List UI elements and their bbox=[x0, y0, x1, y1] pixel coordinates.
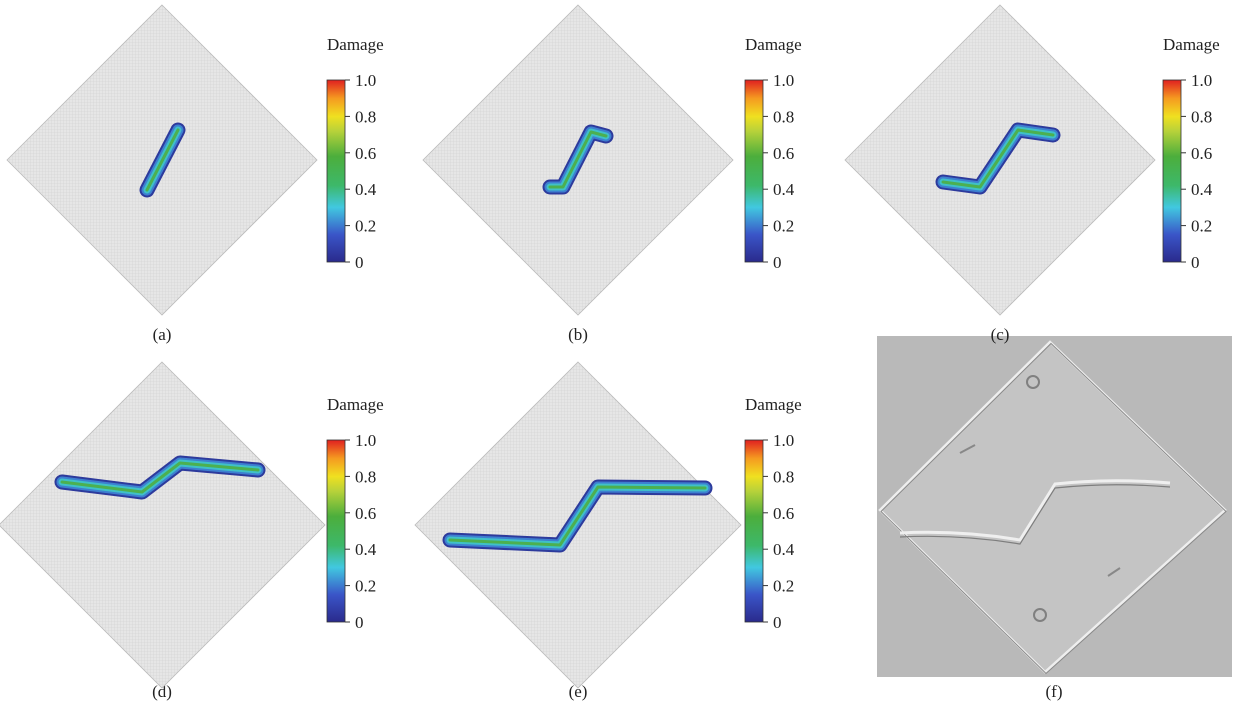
simulation-panel: Damage 1.0 0.8 0.6 0.4 0.2 0 bbox=[0, 362, 384, 688]
colorbar-tick-label: 0.4 bbox=[773, 540, 795, 559]
colorbar-title: Damage bbox=[745, 395, 802, 414]
colorbar-tick-label: 0 bbox=[1191, 253, 1200, 272]
colorbar-tick-label: 0.6 bbox=[355, 504, 376, 523]
colorbar-tick-label: 0.2 bbox=[355, 577, 376, 596]
colorbar-tick-label: 0.6 bbox=[773, 504, 794, 523]
colorbar-tick-label: 0.2 bbox=[773, 217, 794, 236]
panel-label: (b) bbox=[568, 325, 588, 344]
colorbar-tick-label: 0.4 bbox=[355, 180, 377, 199]
colorbar-tick-label: 0.2 bbox=[1191, 217, 1212, 236]
colorbar-tick-label: 1.0 bbox=[355, 71, 376, 90]
colorbar bbox=[327, 440, 345, 622]
colorbar-tick-label: 0.8 bbox=[355, 467, 376, 486]
colorbar-tick-label: 1.0 bbox=[773, 71, 794, 90]
simulation-panel: Damage 1.0 0.8 0.6 0.4 0.2 0 bbox=[415, 362, 802, 688]
colorbar-tick-label: 0.4 bbox=[1191, 180, 1213, 199]
colorbar-tick-label: 1.0 bbox=[773, 431, 794, 450]
colorbar-tick-label: 0.8 bbox=[773, 107, 794, 126]
colorbar bbox=[327, 80, 345, 262]
colorbar-tick-label: 0.6 bbox=[773, 144, 794, 163]
simulation-panel: Damage 1.0 0.8 0.6 0.4 0.2 0 bbox=[7, 5, 384, 315]
colorbar-tick-label: 0 bbox=[773, 253, 782, 272]
colorbar-tick-label: 0.4 bbox=[355, 540, 377, 559]
colorbar-tick-label: 0.2 bbox=[773, 577, 794, 596]
panel-label: (a) bbox=[153, 325, 172, 344]
colorbar-tick-label: 0 bbox=[773, 613, 782, 632]
colorbar-tick-label: 0.8 bbox=[773, 467, 794, 486]
colorbar-tick-label: 0.8 bbox=[355, 107, 376, 126]
panel-label: (c) bbox=[991, 325, 1010, 344]
panel-label: (f) bbox=[1046, 682, 1063, 701]
colorbar-title: Damage bbox=[1163, 35, 1220, 54]
colorbar-tick-label: 1.0 bbox=[355, 431, 376, 450]
colorbar-tick-label: 0.4 bbox=[773, 180, 795, 199]
plate bbox=[0, 362, 325, 688]
colorbar-tick-label: 0.2 bbox=[355, 217, 376, 236]
colorbar-title: Damage bbox=[745, 35, 802, 54]
colorbar bbox=[745, 440, 763, 622]
colorbar-tick-label: 1.0 bbox=[1191, 71, 1212, 90]
colorbar-tick-label: 0.6 bbox=[355, 144, 376, 163]
colorbar-title: Damage bbox=[327, 35, 384, 54]
colorbar bbox=[1163, 80, 1181, 262]
simulation-panel: Damage 1.0 0.8 0.6 0.4 0.2 0 bbox=[845, 5, 1220, 315]
colorbar bbox=[745, 80, 763, 262]
colorbar-tick-label: 0 bbox=[355, 613, 364, 632]
colorbar-tick-label: 0.8 bbox=[1191, 107, 1212, 126]
colorbar-title: Damage bbox=[327, 395, 384, 414]
photo bbox=[877, 336, 1232, 677]
figure: (a) Damage 1.0 0.8 0.6 0.4 0.2 0 (b) Damage 1.0 0.8… bbox=[0, 0, 1246, 709]
colorbar-tick-label: 0.6 bbox=[1191, 144, 1212, 163]
simulation-panel: Damage 1.0 0.8 0.6 0.4 0.2 0 bbox=[423, 5, 802, 315]
colorbar-tick-label: 0 bbox=[355, 253, 364, 272]
